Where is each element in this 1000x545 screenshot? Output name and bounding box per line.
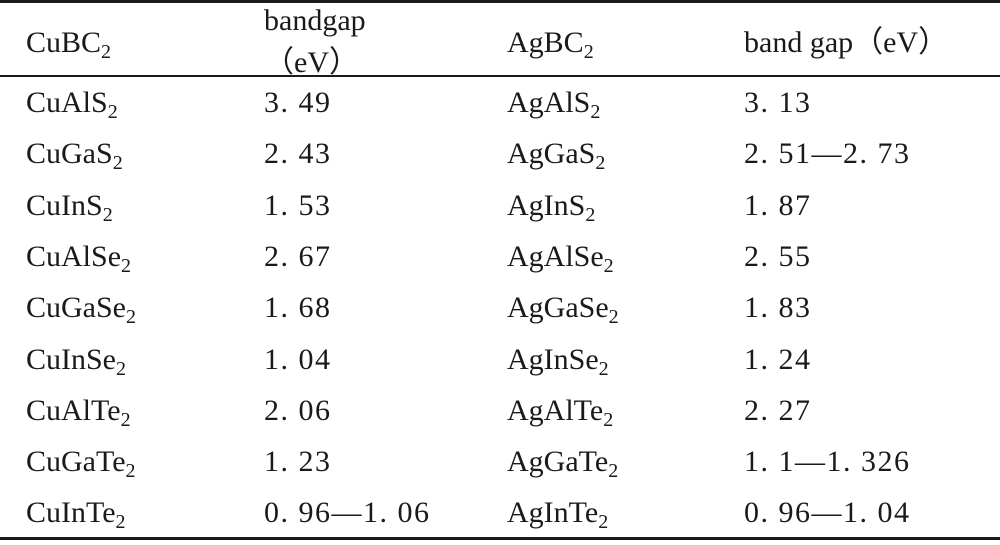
ag-compound: AgInSe2 bbox=[507, 343, 609, 380]
cu-bandgap: 1. 04 bbox=[264, 343, 332, 376]
ag-compound: AgInTe2 bbox=[507, 496, 609, 533]
cu-bandgap: 1. 68 bbox=[264, 291, 332, 324]
ag-bandgap: 2. 51—2. 73 bbox=[744, 137, 911, 170]
ag-compound: AgInS2 bbox=[507, 189, 596, 226]
ag-bandgap: 1. 87 bbox=[744, 189, 812, 222]
ag-compound: AgGaSe2 bbox=[507, 291, 619, 328]
cu-compound: CuInSe2 bbox=[26, 343, 126, 380]
ag-bandgap: 1. 1—1. 326 bbox=[744, 445, 911, 478]
ag-compound: AgAlS2 bbox=[507, 86, 601, 123]
header-bandgap-line2: （eV） bbox=[264, 46, 359, 79]
table-top-rule bbox=[0, 0, 1000, 3]
header-band-gap: band gap（eV） bbox=[744, 26, 949, 59]
table-bottom-rule bbox=[0, 537, 1000, 540]
cu-bandgap: 3. 49 bbox=[264, 86, 332, 119]
ag-bandgap: 1. 83 bbox=[744, 291, 812, 324]
cu-bandgap: 1. 23 bbox=[264, 445, 332, 478]
ag-bandgap: 1. 24 bbox=[744, 343, 812, 376]
cu-compound: CuAlS2 bbox=[26, 86, 118, 123]
cu-compound: CuGaTe2 bbox=[26, 445, 136, 482]
cu-compound: CuGaSe2 bbox=[26, 291, 136, 328]
ag-compound: AgGaTe2 bbox=[507, 445, 619, 482]
cu-compound: CuInS2 bbox=[26, 189, 113, 226]
cu-bandgap: 2. 43 bbox=[264, 137, 332, 170]
ag-bandgap: 2. 55 bbox=[744, 240, 812, 273]
cu-compound: CuAlSe2 bbox=[26, 240, 132, 277]
cu-bandgap: 2. 06 bbox=[264, 394, 332, 427]
ag-bandgap: 0. 96—1. 04 bbox=[744, 496, 911, 529]
table-header-rule bbox=[0, 75, 1000, 77]
cu-compound: CuInTe2 bbox=[26, 496, 126, 533]
cu-bandgap: 0. 96—1. 06 bbox=[264, 496, 431, 529]
cu-bandgap: 2. 67 bbox=[264, 240, 332, 273]
cu-compound: CuGaS2 bbox=[26, 137, 123, 174]
header-cubc2: CuBC2 bbox=[26, 26, 112, 63]
header-bandgap-line1: bandgap bbox=[264, 4, 366, 37]
header-agbc2: AgBC2 bbox=[507, 26, 594, 63]
ag-compound: AgAlSe2 bbox=[507, 240, 614, 277]
ag-compound: AgGaS2 bbox=[507, 137, 606, 174]
cu-bandgap: 1. 53 bbox=[264, 189, 332, 222]
ag-bandgap: 2. 27 bbox=[744, 394, 812, 427]
ag-bandgap: 3. 13 bbox=[744, 86, 812, 119]
cu-compound: CuAlTe2 bbox=[26, 394, 131, 431]
ag-compound: AgAlTe2 bbox=[507, 394, 614, 431]
